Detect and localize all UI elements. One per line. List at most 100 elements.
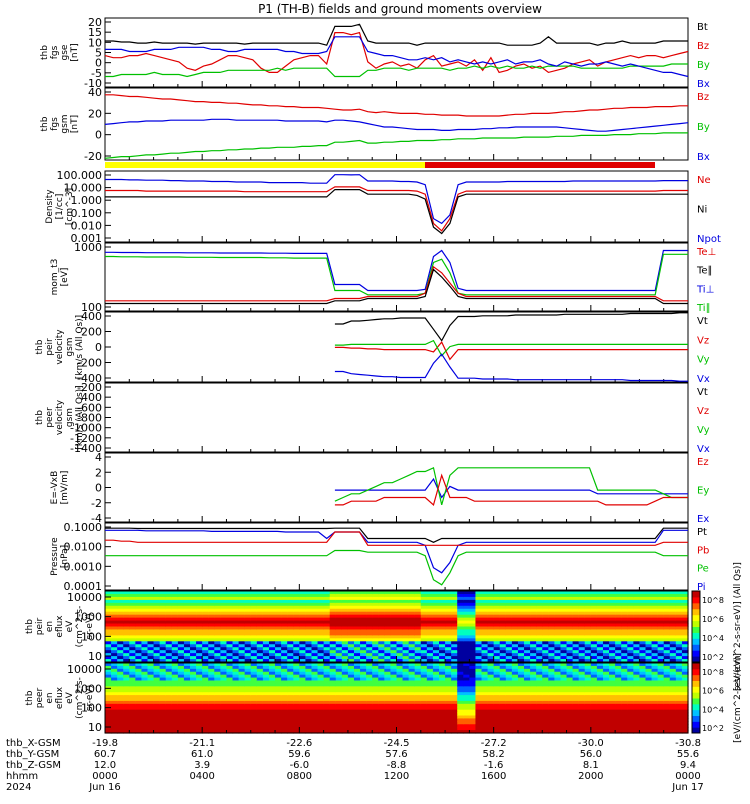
y-tick-label: 1.000 bbox=[71, 194, 103, 207]
legend-Ey: Ey bbox=[697, 486, 709, 497]
y-axis-label: en bbox=[45, 621, 55, 632]
series-By bbox=[105, 64, 688, 77]
y-tick-label: 0 bbox=[95, 482, 102, 495]
legend-Ti⊥: Ti⊥ bbox=[696, 284, 714, 295]
y-axis-label: E=-VxB bbox=[50, 471, 60, 505]
y-tick-label: 0.100 bbox=[71, 207, 103, 220]
panel-frame bbox=[105, 88, 688, 160]
series-Vt bbox=[335, 313, 688, 341]
panel-frame bbox=[105, 453, 688, 522]
series-Npot bbox=[105, 175, 688, 224]
panel-frame bbox=[105, 383, 688, 452]
panel-density: Density[1/cc][cm^-3]100.00010.0001.0000.… bbox=[45, 169, 721, 245]
y-tick-label: 0 bbox=[95, 341, 102, 354]
legend-Te∥: Te∥ bbox=[696, 266, 713, 277]
y-tick-label: 40 bbox=[88, 86, 102, 99]
series-Pe bbox=[105, 551, 688, 585]
legend-Vz: Vz bbox=[697, 335, 709, 346]
y-axis-label: fgs bbox=[50, 45, 60, 59]
series-Vy bbox=[335, 341, 688, 356]
y-tick-label: -20 bbox=[84, 150, 102, 163]
panel-pressure: Pressure[nPa]0.10000.01000.00100.0001PtP… bbox=[50, 521, 709, 593]
y-tick-label: 2 bbox=[95, 466, 102, 479]
legend-Bt: Bt bbox=[697, 22, 708, 33]
y-axis-label: [km/s (All Qs)] bbox=[75, 315, 85, 379]
y-tick-label: 1000 bbox=[74, 241, 102, 254]
legend-Vz: Vz bbox=[697, 406, 709, 417]
legend-Pe: Pe bbox=[697, 564, 709, 575]
y-axis-label: peir bbox=[45, 338, 55, 356]
y-axis-label: thb bbox=[25, 690, 35, 705]
y-tick-label: 10 bbox=[88, 650, 102, 663]
legend-By: By bbox=[697, 122, 710, 133]
y-tick-label: 100.000 bbox=[57, 169, 103, 182]
y-tick-label: 400 bbox=[81, 310, 102, 323]
legend-Bx: Bx bbox=[697, 152, 710, 163]
legend-Vt: Vt bbox=[697, 387, 708, 398]
y-axis-label: [nT] bbox=[70, 115, 80, 133]
series-Bt bbox=[105, 24, 688, 45]
legend-Ez: Ez bbox=[697, 457, 709, 468]
y-axis-label: [mV/m] bbox=[60, 471, 70, 505]
y-axis-label: gsm bbox=[65, 337, 75, 356]
legend-Ex: Ex bbox=[697, 514, 709, 525]
y-tick-label: 0.0010 bbox=[64, 560, 103, 573]
y-tick-label: 1000 bbox=[74, 611, 102, 624]
quality-flag-bar-yellow bbox=[105, 162, 425, 168]
series-Ti⊥ bbox=[105, 251, 688, 291]
y-axis-label: thb bbox=[40, 116, 50, 131]
series-Ni bbox=[105, 190, 688, 234]
series-Pi bbox=[105, 530, 688, 573]
y-axis-label: thb bbox=[35, 339, 45, 354]
series-Ti∥ bbox=[105, 254, 688, 294]
legend-Bz: Bz bbox=[697, 92, 709, 103]
y-axis-label: thb bbox=[25, 619, 35, 634]
y-axis-label: thb bbox=[35, 410, 45, 425]
series-Te⊥ bbox=[105, 267, 688, 301]
y-axis-label: peir bbox=[35, 617, 45, 635]
y-tick-label: 200 bbox=[81, 326, 102, 339]
y-axis-label: velocity bbox=[55, 329, 65, 365]
legend-Vx: Vx bbox=[697, 444, 710, 455]
y-tick-label: 20 bbox=[88, 107, 102, 120]
legend-Pt: Pt bbox=[697, 527, 707, 538]
chart-title: P1 (TH-B) fields and ground moments over… bbox=[258, 2, 542, 16]
legend-Te⊥: Te⊥ bbox=[696, 247, 716, 258]
y-axis-label: en bbox=[45, 692, 55, 703]
legend-Ni: Ni bbox=[697, 205, 707, 216]
series-Bz bbox=[105, 95, 688, 116]
series-Ex bbox=[335, 479, 688, 498]
y-axis-label: eflux bbox=[55, 686, 65, 709]
legend-Vy: Vy bbox=[697, 355, 710, 366]
panel-frame bbox=[105, 18, 688, 87]
y-tick-label: 10000 bbox=[67, 591, 102, 604]
y-tick-label: 100 bbox=[81, 630, 102, 643]
y-tick-label: 0.010 bbox=[71, 219, 103, 232]
y-axis-label: fgs bbox=[50, 117, 60, 131]
y-axis-label: mom_t3 bbox=[50, 259, 60, 296]
y-axis-label: peer bbox=[45, 407, 55, 428]
legend-Bx: Bx bbox=[697, 79, 710, 90]
y-axis-label: [nT] bbox=[70, 43, 80, 61]
panel-frame bbox=[105, 523, 688, 590]
y-axis-label: [1/cc] bbox=[55, 194, 65, 220]
series-Ne bbox=[105, 187, 688, 231]
series-Ey bbox=[335, 468, 688, 505]
y-axis-label: eflux bbox=[55, 615, 65, 638]
y-tick-label: 10.000 bbox=[64, 182, 103, 195]
legend-Vy: Vy bbox=[697, 425, 710, 436]
legend-By: By bbox=[697, 60, 710, 71]
legend-Bz: Bz bbox=[697, 41, 709, 52]
panel-frame bbox=[105, 312, 688, 382]
y-axis-label: Density bbox=[45, 189, 55, 224]
legend-Npot: Npot bbox=[697, 234, 721, 245]
y-tick-label: -200 bbox=[77, 357, 102, 370]
